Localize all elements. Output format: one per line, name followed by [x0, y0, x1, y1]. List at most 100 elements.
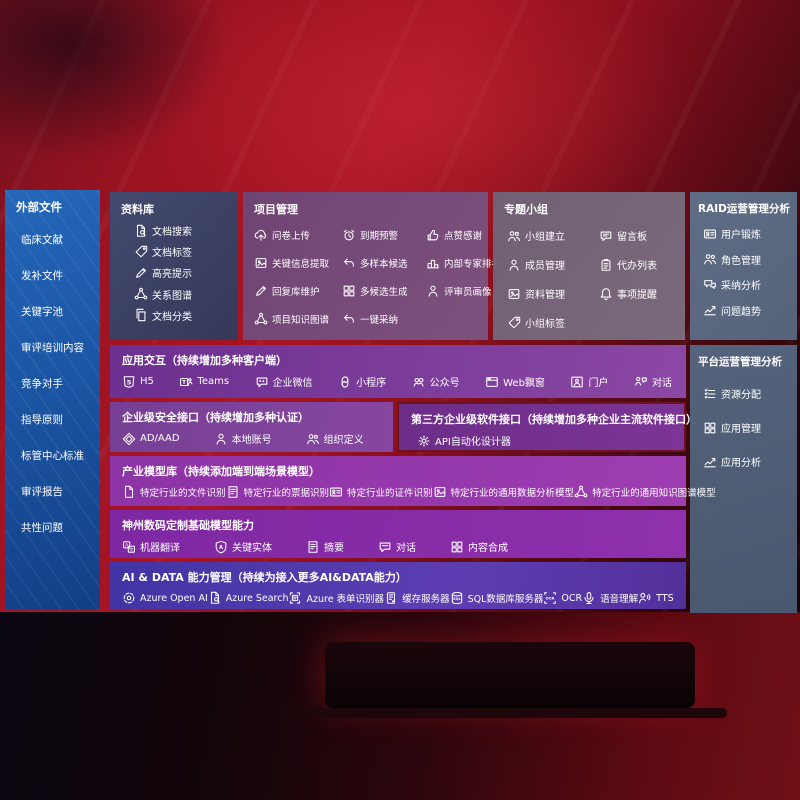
feature-item: 一键采纳	[342, 312, 426, 326]
project-management-title: 项目管理	[254, 203, 298, 216]
feature-item: 文档分类	[134, 308, 238, 323]
feature-item-label: TTS	[656, 592, 674, 604]
external-files-list: 临床文献 发补文件 关键字池 审评培训内容 竞争对手 指导原则 标管中心标准 审评报告 共性问题	[5, 232, 100, 535]
ad-diamond-icon	[122, 432, 136, 446]
cert-idcard-icon	[329, 485, 343, 499]
feature-item-label: 事项提醒	[617, 290, 657, 301]
feature-item-label: Azure Search	[225, 592, 289, 604]
feature-item: 小程序	[338, 374, 386, 389]
relation-graph-icon	[134, 287, 148, 301]
portal-icon	[570, 375, 584, 389]
background-dark-corner	[0, 0, 230, 160]
feature-item-label: 成员管理	[525, 261, 565, 272]
feature-item-label: 企业微信	[272, 378, 313, 389]
feature-item: 语音理解	[582, 591, 638, 605]
ocr-icon: OCR	[543, 591, 557, 605]
svg-text:5: 5	[127, 378, 132, 386]
feature-item: A 关键实体	[214, 539, 272, 554]
feature-item-label: 内部专家排名	[444, 259, 502, 270]
feature-item: 特定行业的通用数据分析模型	[433, 485, 574, 499]
role-users-icon	[703, 252, 717, 266]
resource-list-icon	[703, 387, 717, 401]
speech-understanding-icon	[582, 591, 596, 605]
feature-item: 关系图谱	[134, 287, 238, 302]
feature-item-label: 门户	[588, 378, 609, 389]
security-interface-items: AD/AAD 本地账号 组织定义	[110, 425, 393, 446]
tts-icon	[638, 591, 652, 605]
feature-item: 企业微信	[255, 374, 313, 389]
feature-item-label: 应用管理	[721, 424, 761, 435]
feature-item-label: 共性问题	[21, 522, 63, 534]
reply-pen-icon	[254, 284, 268, 298]
org-users-icon	[306, 432, 320, 446]
feature-item: 问题趋势	[703, 303, 797, 318]
feature-item: 文档标签	[134, 244, 238, 259]
feature-item: T Teams	[179, 375, 229, 389]
sidebar-item: 审评报告	[21, 484, 100, 499]
feature-item-label: Azure Open AI	[140, 592, 208, 604]
platform-analysis-items: 资源分配 应用管理 应用分析	[690, 369, 797, 469]
feature-item-label: 小组建立	[525, 232, 565, 243]
feature-item: 特定行业的票据识别	[226, 485, 329, 499]
feature-item-label: 应用分析	[721, 458, 761, 469]
mini-program-icon	[338, 375, 352, 389]
feature-item: 本地账号	[214, 431, 272, 446]
sidebar-item: 竞争对手	[21, 376, 100, 391]
sql-database-icon: SQL	[450, 591, 464, 605]
feature-item: 门户	[570, 374, 608, 389]
platform-analysis-title: 平台运营管理分析	[698, 356, 782, 368]
openai-icon	[122, 591, 136, 605]
user-idcard-icon	[703, 227, 717, 241]
ai-data-title: AI & DATA 能力管理（持续为接入更多AI&DATA能力）	[122, 571, 407, 584]
official-account-icon	[412, 375, 426, 389]
doc-search-icon	[134, 224, 148, 238]
trend-chart-icon	[703, 303, 717, 317]
feature-item-label: 对话	[396, 543, 416, 554]
qa-bubbles-icon	[703, 278, 717, 292]
feature-item: 特定行业的文件识别	[122, 485, 226, 499]
entity-shield-icon: A	[214, 540, 228, 554]
feature-item: A 文机器翻译	[122, 539, 180, 554]
feature-item: API自动化设计器	[417, 433, 511, 448]
feature-item-label: 问题趋势	[721, 306, 761, 318]
feature-item: 文档搜索	[134, 223, 238, 238]
feature-item-label: 关键信息提取	[272, 259, 330, 270]
highlight-pen-icon	[134, 266, 148, 280]
feature-item: 小组标签	[507, 315, 599, 330]
svg-text:T: T	[183, 380, 187, 386]
compose-grid-icon	[450, 540, 464, 554]
thumbs-up-icon	[426, 228, 440, 242]
laptop-base-silhouette	[293, 708, 727, 718]
feature-item: 摘要	[306, 539, 344, 554]
feature-item-label: Teams	[197, 376, 230, 387]
feature-item-label: OCR	[561, 592, 583, 604]
file-doc-icon	[122, 485, 136, 499]
feature-item-label: 项目知识图谱	[272, 315, 330, 326]
feature-item: 成员管理	[507, 257, 599, 272]
feature-item-label: 组织定义	[323, 435, 364, 446]
industry-model-row: 产业模型库（持续添加端到端场景模型） 特定行业的文件识别 特定行业的票据识别 特定行…	[110, 456, 716, 506]
feature-item-label: 角色管理	[721, 255, 761, 267]
feature-item-label: 本地账号	[231, 435, 272, 446]
feature-item: 内部专家排名	[426, 256, 501, 270]
doc-category-icon	[134, 308, 148, 322]
feature-item: 回复库维护	[254, 284, 342, 298]
feature-item: Azure Open AI	[122, 591, 208, 605]
sidebar-item: 共性问题	[21, 520, 100, 535]
feature-item-label: 机器翻译	[140, 543, 180, 554]
feature-item: 5 H5	[122, 375, 154, 389]
feature-item: 关键信息提取	[254, 256, 342, 270]
library-title: 资料库	[121, 203, 154, 216]
feature-item: 对话	[378, 539, 416, 554]
sidebar-item: 关键字池	[21, 304, 100, 319]
feature-item: 问卷上传	[254, 228, 342, 242]
svg-text:A: A	[125, 542, 128, 548]
feature-item-label: AD/AAD	[140, 433, 180, 444]
feature-item-label: 特定行业的通用知识图谱模型	[592, 488, 716, 499]
feature-item-label: 发补文件	[21, 270, 63, 282]
library-panel: 资料库 文档搜索 文档标签 高亮提示 关系图谱 文档分类	[110, 192, 238, 340]
form-recognizer-icon	[288, 591, 302, 605]
knowledge-graph-icon	[254, 312, 268, 326]
summary-doc-icon	[306, 540, 320, 554]
